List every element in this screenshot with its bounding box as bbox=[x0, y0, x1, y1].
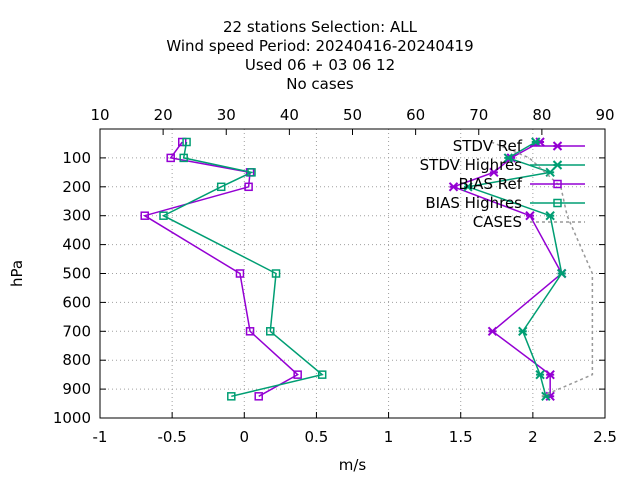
data-point bbox=[525, 210, 535, 221]
y-axis-label: hPa bbox=[8, 260, 26, 287]
y-tick-label: 300 bbox=[62, 207, 91, 225]
x-tick-label: 1.5 bbox=[449, 428, 473, 446]
data-point bbox=[317, 370, 327, 379]
data-point bbox=[179, 153, 188, 163]
y-tick-label: 1000 bbox=[53, 409, 91, 427]
x2-tick-label: 60 bbox=[406, 106, 425, 124]
legend-label: BIAS Ref bbox=[458, 175, 522, 193]
x-tick-label: 1 bbox=[384, 428, 394, 446]
x-tick-label: 0.5 bbox=[304, 428, 328, 446]
legend-sample-marker bbox=[553, 198, 562, 208]
y-tick-label: 100 bbox=[62, 149, 91, 167]
data-point bbox=[244, 182, 253, 192]
data-point bbox=[140, 211, 149, 220]
data-point bbox=[166, 153, 175, 163]
data-point bbox=[557, 268, 567, 279]
x2-tick-label: 10 bbox=[90, 106, 109, 124]
data-point bbox=[531, 137, 541, 147]
data-point bbox=[177, 137, 187, 147]
data-point bbox=[266, 327, 275, 336]
x-tick-label: 2 bbox=[528, 428, 538, 446]
x2-tick-label: 30 bbox=[217, 106, 236, 124]
data-point bbox=[235, 269, 245, 278]
legend-sample-marker bbox=[552, 141, 563, 151]
x-tick-label: -1 bbox=[93, 428, 108, 446]
legend-label: BIAS Highres bbox=[425, 194, 522, 212]
y-tick-label: 600 bbox=[62, 293, 91, 311]
data-point bbox=[247, 168, 256, 177]
legend-label: STDV Highres bbox=[420, 156, 523, 174]
x2-tick-label: 90 bbox=[595, 106, 614, 124]
data-point bbox=[518, 326, 528, 337]
legend-label: CASES bbox=[473, 213, 522, 231]
x2-tick-label: 40 bbox=[280, 106, 299, 124]
data-point bbox=[216, 182, 226, 192]
data-point bbox=[254, 392, 263, 401]
x-tick-label: 0 bbox=[240, 428, 250, 446]
y-tick-label: 400 bbox=[62, 236, 91, 254]
data-point bbox=[245, 327, 255, 336]
data-point bbox=[503, 153, 514, 163]
data-point bbox=[535, 369, 545, 380]
data-point bbox=[487, 326, 498, 337]
y-tick-label: 700 bbox=[62, 322, 91, 340]
legend-sample-marker bbox=[553, 179, 562, 189]
series-line-4 bbox=[491, 141, 594, 398]
series-line-2 bbox=[142, 141, 299, 397]
data-point bbox=[227, 392, 236, 401]
x2-tick-label: 70 bbox=[469, 106, 488, 124]
chart-title-line-2: Wind speed Period: 20240416-20240419 bbox=[166, 37, 474, 55]
y-tick-label: 200 bbox=[62, 178, 91, 196]
series-line-3 bbox=[161, 141, 324, 398]
data-point bbox=[545, 210, 555, 221]
x-tick-label: 2.5 bbox=[593, 428, 617, 446]
data-point bbox=[293, 370, 302, 379]
x-axis-label: m/s bbox=[339, 456, 367, 474]
data-point bbox=[545, 369, 555, 380]
chart-title-line-1: 22 stations Selection: ALL bbox=[223, 18, 417, 36]
y-tick-label: 500 bbox=[62, 265, 91, 283]
x2-tick-label: 20 bbox=[154, 106, 173, 124]
chart-title-line-3: Used 06 + 03 06 12 bbox=[244, 56, 396, 74]
data-point bbox=[182, 137, 191, 147]
x-tick-label: -0.5 bbox=[158, 428, 187, 446]
legend-sample-marker bbox=[552, 160, 563, 170]
chart-title-line-4: No cases bbox=[286, 75, 354, 93]
legend-label: STDV Ref bbox=[453, 137, 523, 155]
data-point bbox=[489, 167, 499, 178]
x2-tick-label: 50 bbox=[343, 106, 362, 124]
y-tick-label: 800 bbox=[62, 351, 91, 369]
data-point bbox=[159, 211, 168, 220]
data-point bbox=[448, 182, 459, 192]
y-tick-label: 900 bbox=[62, 380, 91, 398]
data-point bbox=[463, 182, 473, 192]
data-point bbox=[271, 269, 281, 278]
x2-tick-label: 80 bbox=[532, 106, 551, 124]
